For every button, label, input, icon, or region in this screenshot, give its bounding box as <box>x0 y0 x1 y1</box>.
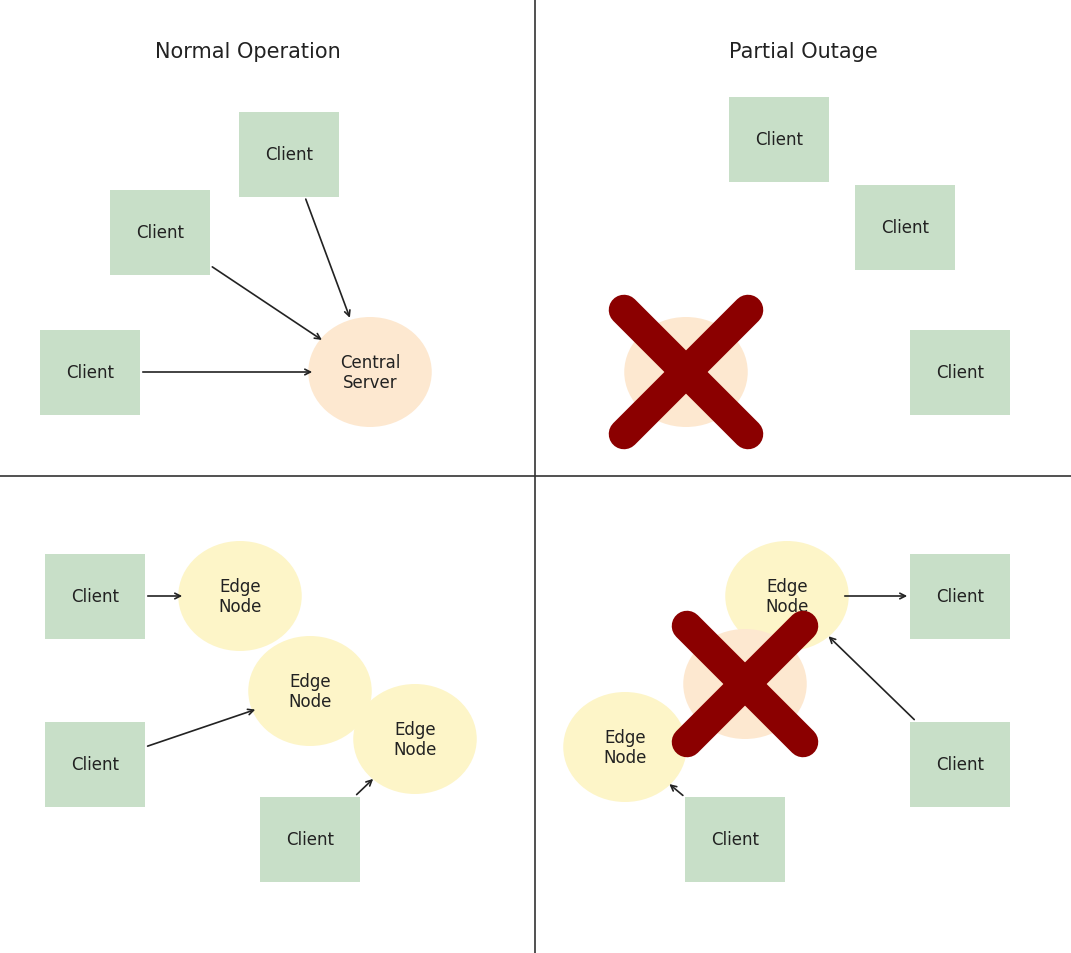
Text: Client: Client <box>936 364 984 381</box>
Text: Edge
Node: Edge Node <box>766 577 809 616</box>
Text: Client: Client <box>71 755 119 773</box>
Text: Central
Server: Central Server <box>340 354 401 392</box>
Text: Client: Client <box>71 587 119 605</box>
Text: Edge
Node: Edge Node <box>393 720 437 759</box>
FancyBboxPatch shape <box>239 112 340 197</box>
Text: Edge
Node: Edge Node <box>603 728 647 766</box>
FancyBboxPatch shape <box>855 185 955 271</box>
FancyBboxPatch shape <box>45 721 145 806</box>
Text: Client: Client <box>711 830 759 848</box>
Text: Client: Client <box>66 364 114 381</box>
Text: Client: Client <box>755 131 803 149</box>
Text: Client: Client <box>136 224 184 242</box>
Text: Client: Client <box>286 830 334 848</box>
Circle shape <box>178 541 302 651</box>
FancyBboxPatch shape <box>40 330 140 416</box>
FancyBboxPatch shape <box>910 721 1010 806</box>
FancyBboxPatch shape <box>910 554 1010 639</box>
Text: Partial Outage: Partial Outage <box>728 42 877 62</box>
Text: Edge
Node: Edge Node <box>288 672 332 711</box>
Text: Client: Client <box>265 146 313 164</box>
Text: Client: Client <box>881 219 929 236</box>
Circle shape <box>683 629 806 740</box>
Circle shape <box>353 684 477 794</box>
Text: Client: Client <box>936 755 984 773</box>
Text: Normal Operation: Normal Operation <box>155 42 341 62</box>
Circle shape <box>308 317 432 428</box>
Text: Client: Client <box>936 587 984 605</box>
Circle shape <box>725 541 848 651</box>
FancyBboxPatch shape <box>110 191 210 275</box>
FancyBboxPatch shape <box>910 330 1010 416</box>
Circle shape <box>624 317 748 428</box>
FancyBboxPatch shape <box>45 554 145 639</box>
FancyBboxPatch shape <box>260 797 360 882</box>
Circle shape <box>563 692 687 802</box>
FancyBboxPatch shape <box>729 97 829 182</box>
FancyBboxPatch shape <box>685 797 785 882</box>
Text: Edge
Node: Edge Node <box>218 577 261 616</box>
Circle shape <box>248 637 372 746</box>
